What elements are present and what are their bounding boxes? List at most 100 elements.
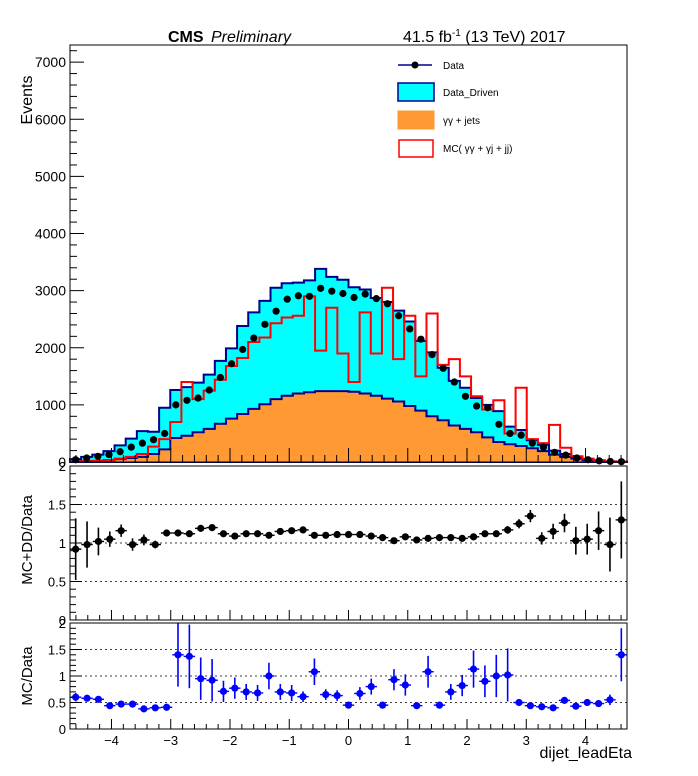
data-point: [573, 454, 581, 462]
ratio-point: [594, 699, 603, 708]
legend-gg-swatch: [397, 110, 435, 130]
data-point: [294, 292, 302, 300]
ratio-point: [322, 531, 330, 539]
ratio-point: [515, 520, 523, 528]
data-point: [149, 436, 158, 444]
ratio-point: [435, 534, 444, 542]
data-point: [562, 451, 570, 459]
ratio-point: [140, 705, 148, 713]
ratio-point: [481, 530, 489, 538]
ratio-point: [379, 534, 387, 542]
ratio-point: [219, 530, 228, 538]
ratio-point: [253, 530, 262, 538]
data-point: [484, 404, 492, 412]
ratio-point: [117, 527, 125, 535]
ratio-point: [583, 535, 591, 543]
data-point: [539, 443, 548, 451]
legend-dd-label: Data_Driven: [443, 88, 499, 99]
ratio-point: [435, 701, 444, 709]
main-plot-area: 0 1000 2000 3000 4000 5000 6000 7000: [35, 44, 628, 470]
legend-dd-swatch: [397, 82, 435, 102]
y-tick-label: 4000: [35, 226, 66, 242]
ratio-mcdd-plot-area: 0 0.5 1 1.5 2: [48, 459, 628, 628]
data-point: [305, 292, 314, 300]
y-tick-label: 0: [58, 454, 66, 470]
ratio-point: [231, 532, 239, 540]
data-point: [372, 295, 380, 303]
y-tick-label: 1.5: [48, 498, 66, 513]
data-point: [439, 364, 447, 372]
gg-jets-outline: [69, 390, 628, 463]
legend-mc-swatch: [398, 139, 434, 158]
ratio1-y-axis-title: MC+DD/Data: [19, 495, 36, 585]
cms-label: CMS: [168, 29, 204, 46]
y-tick-label: 2: [59, 616, 66, 631]
x-tick-label: 0: [345, 733, 352, 748]
ratio-point: [128, 700, 137, 708]
ratio-point: [117, 700, 125, 708]
ratio-point: [481, 677, 489, 685]
ratio-point: [185, 652, 193, 660]
y-tick-label: 3000: [35, 283, 66, 299]
data-point: [138, 439, 147, 447]
ratio-point: [333, 530, 341, 539]
y-tick-label: 1: [59, 669, 66, 684]
data-point: [595, 457, 603, 465]
ratio-point: [526, 512, 534, 520]
ratio-point: [356, 689, 364, 698]
data-point: [328, 287, 336, 295]
ratio-point: [163, 703, 171, 711]
ratio-point: [492, 672, 500, 680]
ratio-point: [526, 702, 534, 710]
data-point: [350, 293, 358, 302]
data-point: [428, 351, 436, 359]
y-tick-label: 0: [59, 722, 66, 737]
data-point: [116, 448, 124, 456]
data-point: [473, 402, 481, 410]
ratio-point: [458, 534, 466, 542]
ratio-point: [469, 665, 478, 673]
ratio-point: [606, 696, 614, 704]
data-point: [261, 320, 269, 328]
y-tick-label: 6000: [35, 111, 66, 127]
ratio-point: [322, 690, 330, 699]
ratio-point: [333, 692, 341, 700]
ratio-point: [572, 702, 580, 710]
ratio-point: [560, 519, 569, 527]
ratio-point: [594, 527, 603, 535]
ratio-point: [276, 527, 284, 536]
ratio-point: [424, 534, 432, 542]
legend: Data Data_Driven γγ + jets MC( γγ + γj +…: [397, 61, 512, 158]
ratio-point: [265, 531, 273, 539]
y-tick-label: 1.5: [48, 643, 66, 658]
ratio-point: [367, 683, 375, 691]
ratio-point: [504, 671, 512, 679]
ratio-point: [344, 530, 353, 539]
data-point: [205, 386, 213, 394]
y-tick-label: 5000: [35, 168, 66, 184]
ratio-point: [197, 675, 205, 683]
ratio-point: [174, 651, 182, 659]
data-point: [105, 450, 113, 459]
ratio-point: [538, 534, 546, 542]
y-tick-label: 0: [59, 613, 66, 628]
ratio-point: [219, 687, 228, 695]
ratio-point: [560, 696, 569, 704]
ratio-point: [390, 676, 398, 684]
y-tick-label: 0.5: [48, 575, 66, 590]
ratio-point: [106, 702, 114, 710]
x-tick-label: −1: [282, 733, 297, 748]
data-point: [417, 335, 425, 343]
data-point: [250, 334, 258, 342]
ratio-point: [151, 704, 159, 712]
data-point: [506, 429, 514, 438]
legend-data-label: Data: [443, 61, 465, 72]
data-point: [528, 439, 536, 447]
ratio-mc-plot-area: 0 0.5 1 1.5 2 −4 −3 −2 −1 0 1 2 3 4: [48, 616, 628, 748]
ratio-point: [367, 532, 375, 540]
main-y-axis-title: Events: [19, 76, 36, 125]
data-point: [550, 448, 559, 456]
data-point: [272, 307, 280, 315]
legend-data-marker: [411, 61, 419, 69]
